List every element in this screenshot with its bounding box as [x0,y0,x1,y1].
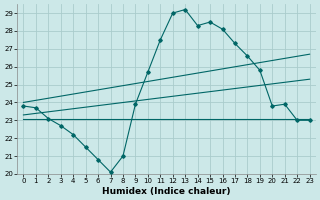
X-axis label: Humidex (Indice chaleur): Humidex (Indice chaleur) [102,187,231,196]
